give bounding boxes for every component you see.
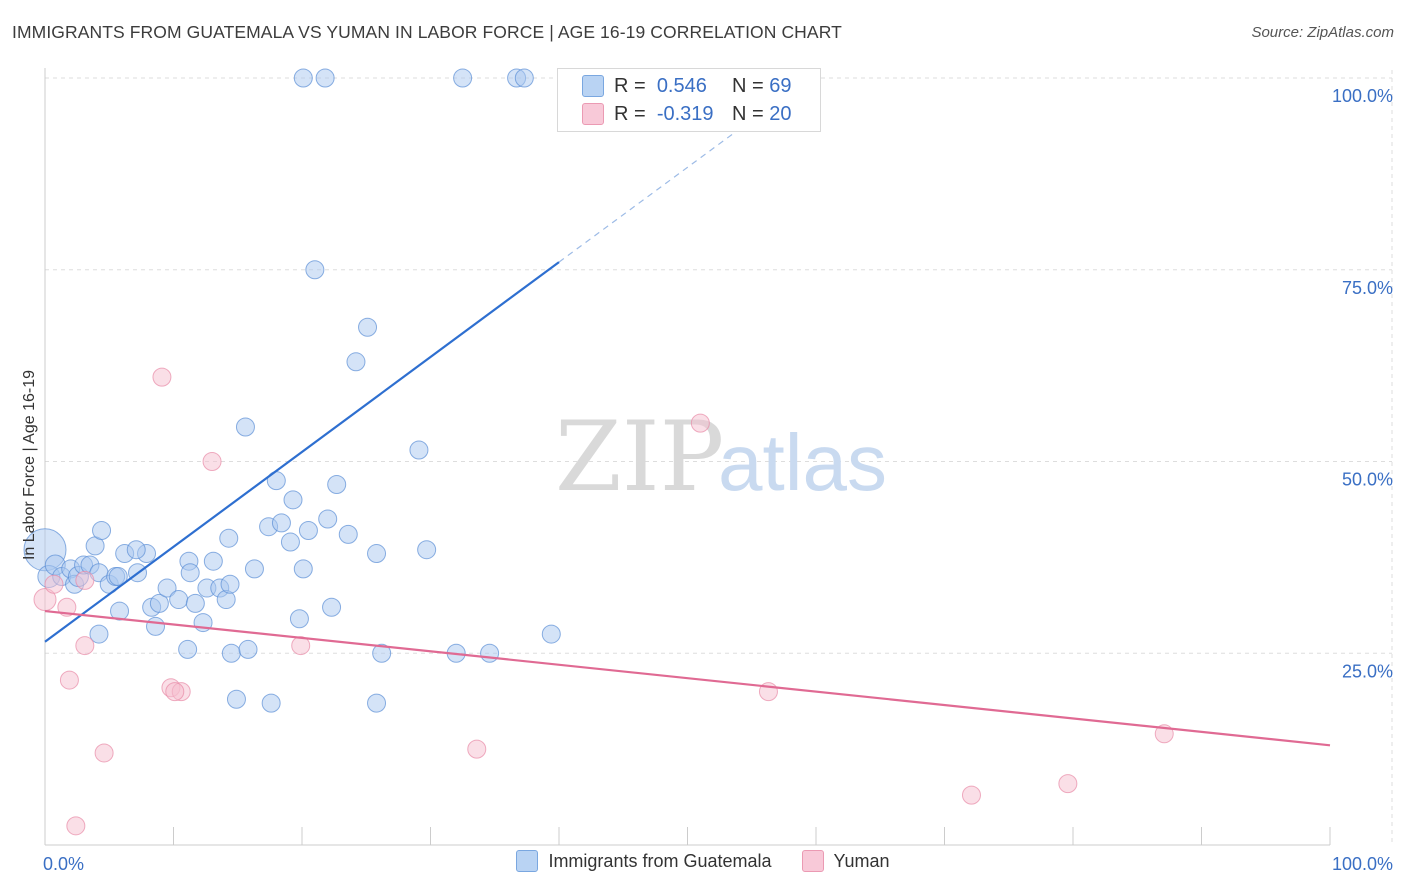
point-yuman [59,670,79,690]
trend-line-yuman [44,609,1331,747]
point-guatemala [149,593,169,613]
legend-item-yuman[interactable]: Yuman [801,850,890,872]
point-guatemala [318,509,338,529]
point-guatemala [108,567,128,587]
n-value: 69 [769,74,792,97]
watermark: ZIP atlas [555,401,887,513]
point-guatemala [180,563,200,583]
point-guatemala [417,540,437,560]
point-yuman [291,636,311,656]
trend-line-guatemala [44,261,560,643]
point-yuman [33,588,57,612]
point-guatemala [221,643,241,663]
point-guatemala [110,601,130,621]
point-yuman [1058,774,1078,794]
y-tick-label: 100.0% [1332,86,1393,106]
point-guatemala [293,559,313,579]
point-yuman [66,816,86,836]
point-guatemala [514,68,534,88]
point-yuman [165,682,185,702]
point-yuman [202,452,222,471]
point-guatemala [541,624,561,644]
point-guatemala [305,260,325,280]
point-guatemala [372,643,392,663]
r-value: -0.319 [656,102,714,125]
point-guatemala [220,574,240,594]
point-guatemala [238,639,258,659]
point-guatemala [178,639,198,659]
point-guatemala [280,532,300,552]
x-tick-label: 100.0% [1332,854,1393,874]
point-guatemala [157,578,177,598]
point-yuman [467,739,487,759]
legend-swatch-guatemala [516,850,539,872]
point-guatemala [453,68,473,88]
y-axis-label: In Labor Force | Age 16-19 [21,369,38,561]
axes [44,68,1331,846]
n-label: N = [732,74,764,97]
point-guatemala [146,616,166,636]
point-guatemala [358,317,378,337]
legend-label-yuman: Yuman [833,850,890,871]
point-yuman [961,785,981,805]
point-guatemala [298,521,318,541]
source-label: Source: ZipAtlas.com [1251,24,1394,41]
r-label: R = [614,74,646,97]
point-guatemala [226,689,246,709]
chart-title: IMMIGRANTS FROM GUATEMALA VS YUMAN IN LA… [12,22,842,42]
point-yuman [690,413,710,433]
point-yuman [57,597,77,617]
swatch-guatemala [582,75,604,97]
point-guatemala [409,440,429,460]
point-guatemala [367,693,387,713]
legend-swatch-yuman [801,850,824,872]
point-guatemala [327,475,347,495]
point-guatemala [203,551,223,571]
point-guatemala [92,521,112,541]
legend-item-guatemala[interactable]: Immigrants from Guatemala [516,850,772,872]
point-guatemala [185,593,205,613]
point-guatemala [126,540,146,560]
trend-lines [44,100,1331,747]
point-guatemala [480,643,500,663]
points [23,68,1174,836]
y-tick-label: 50.0% [1342,470,1393,490]
point-guatemala [235,417,255,437]
swatch-yuman [582,103,604,125]
series-legend: Immigrants from Guatemala Yuman [0,850,1406,872]
stats-legend: R = 0.546 N = 69 R = -0.319 N = 20 [557,68,821,132]
point-yuman [75,570,95,590]
point-guatemala [169,590,189,610]
point-guatemala [367,544,387,564]
r-label: R = [614,102,646,125]
point-yuman [94,743,114,763]
point-guatemala [271,513,291,533]
tick-labels: 25.0% 50.0% 75.0% 100.0% 0.0% 100.0% [43,86,1393,874]
grid [45,70,1393,845]
trend-line-guatemala-extension [558,100,778,263]
legend-label-guatemala: Immigrants from Guatemala [548,850,772,871]
x-tick-label: 0.0% [43,854,84,874]
point-guatemala [338,524,358,544]
point-guatemala [261,693,281,713]
point-guatemala [346,352,366,372]
n-value: 20 [769,102,792,125]
r-value: 0.546 [656,74,707,97]
watermark-atlas: atlas [718,418,887,507]
point-guatemala [219,528,239,548]
point-yuman [152,367,172,387]
point-guatemala [89,624,109,644]
point-guatemala [315,68,335,88]
y-tick-label: 75.0% [1342,278,1393,298]
point-yuman [44,574,64,594]
point-guatemala [322,597,342,617]
point-guatemala [283,490,303,510]
y-tick-label: 25.0% [1342,661,1393,681]
point-guatemala [244,559,264,579]
point-guatemala [293,68,313,88]
n-label: N = [732,102,764,125]
point-guatemala [289,609,309,629]
point-yuman [75,636,95,656]
